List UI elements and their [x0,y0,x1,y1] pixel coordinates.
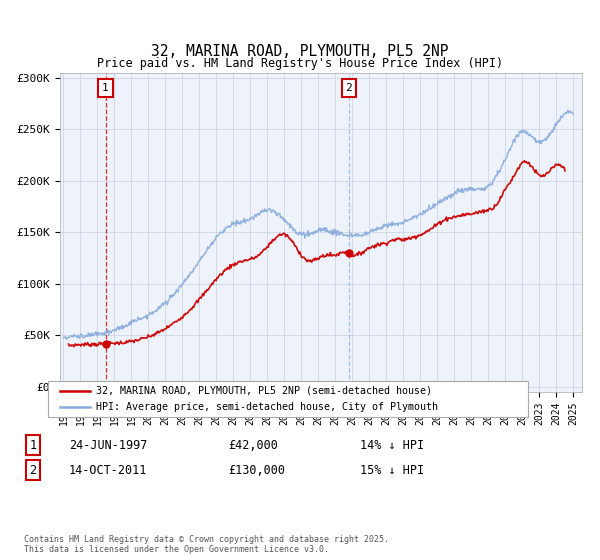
Text: Price paid vs. HM Land Registry's House Price Index (HPI): Price paid vs. HM Land Registry's House … [97,57,503,70]
Text: 24-JUN-1997: 24-JUN-1997 [69,438,148,452]
Text: £42,000: £42,000 [228,438,278,452]
Text: 32, MARINA ROAD, PLYMOUTH, PL5 2NP: 32, MARINA ROAD, PLYMOUTH, PL5 2NP [151,44,449,59]
Text: Contains HM Land Registry data © Crown copyright and database right 2025.
This d: Contains HM Land Registry data © Crown c… [24,535,389,554]
Text: 32, MARINA ROAD, PLYMOUTH, PL5 2NP (semi-detached house): 32, MARINA ROAD, PLYMOUTH, PL5 2NP (semi… [96,386,432,396]
Text: 14% ↓ HPI: 14% ↓ HPI [360,438,424,452]
Text: 14-OCT-2011: 14-OCT-2011 [69,464,148,477]
Text: 15% ↓ HPI: 15% ↓ HPI [360,464,424,477]
Text: HPI: Average price, semi-detached house, City of Plymouth: HPI: Average price, semi-detached house,… [96,402,438,412]
Text: 1: 1 [102,83,109,94]
Text: 2: 2 [346,83,352,94]
Text: 2: 2 [29,464,37,477]
Text: £130,000: £130,000 [228,464,285,477]
Text: 1: 1 [29,438,37,452]
